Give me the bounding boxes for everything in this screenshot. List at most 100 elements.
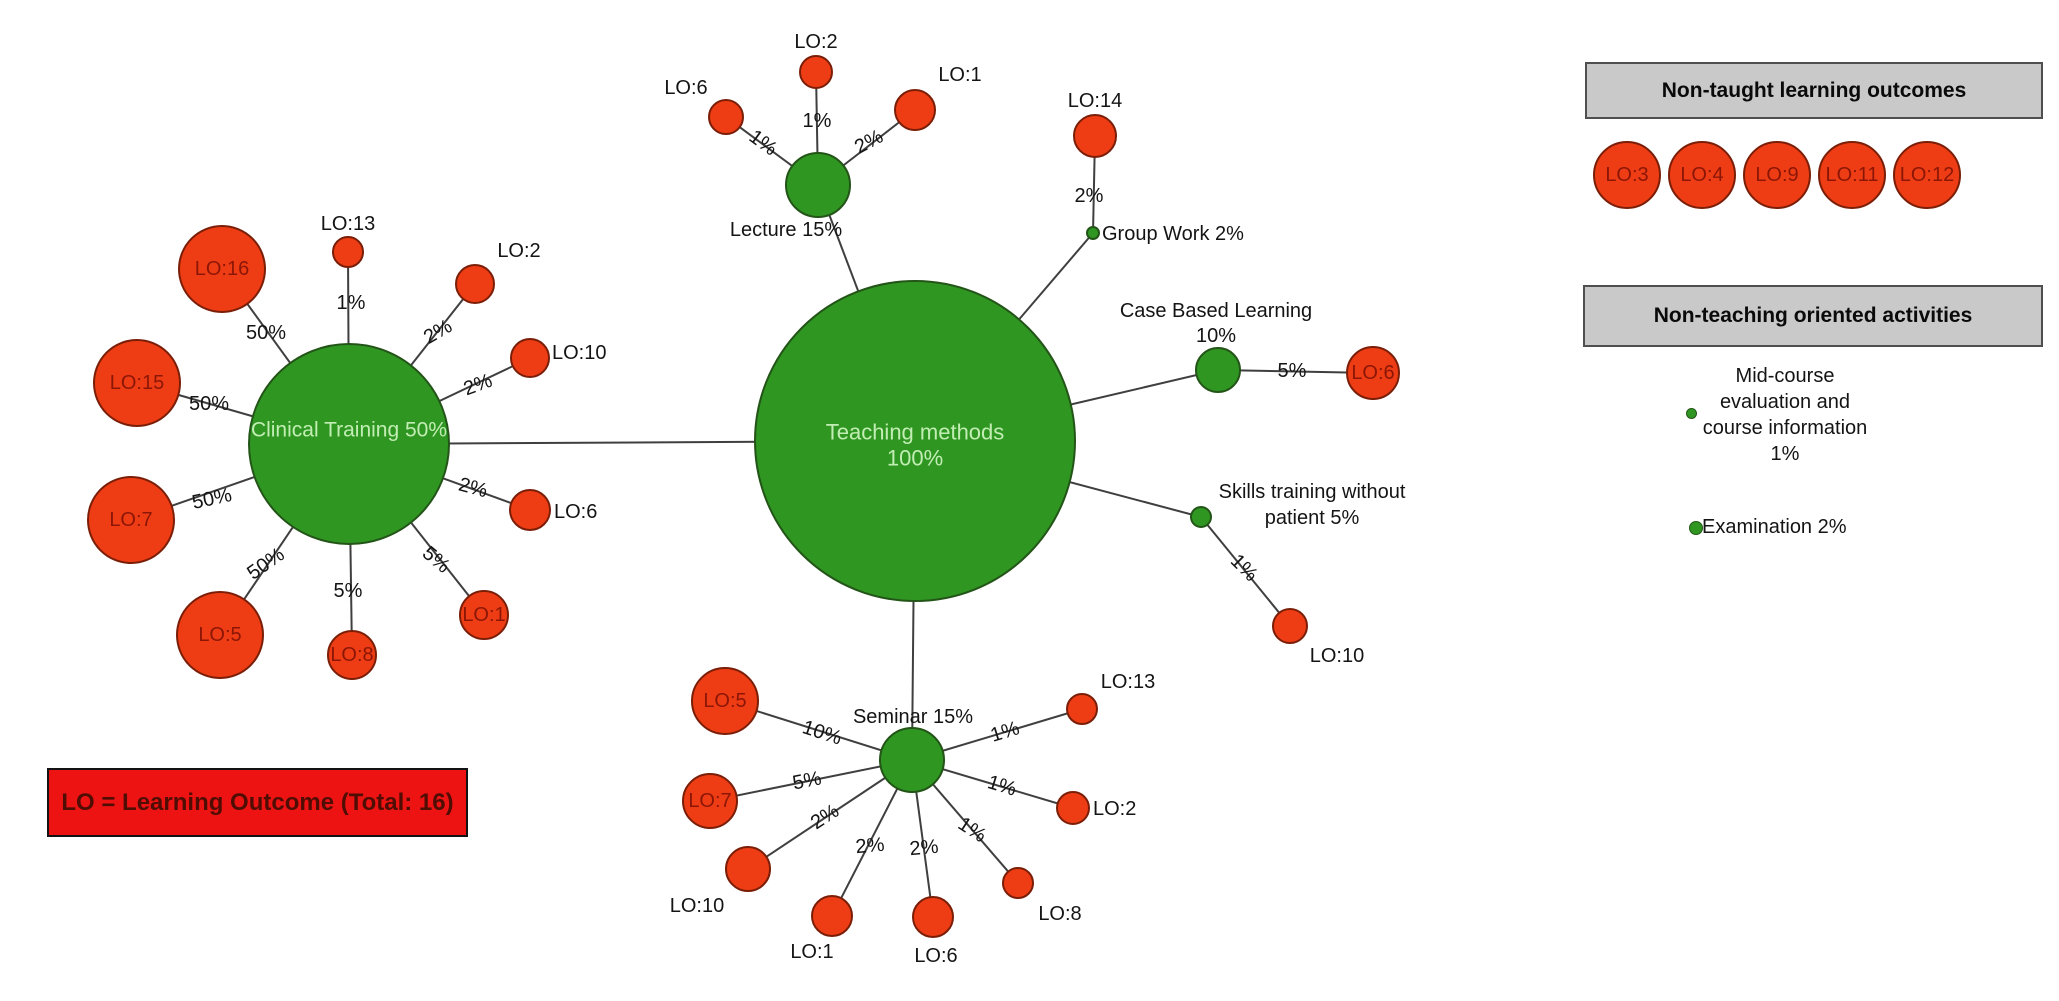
edge-seminar-lo7-seminar bbox=[709, 759, 913, 802]
legend-non-taught-box: Non-taught learning outcomes bbox=[1585, 62, 2043, 119]
node-lo5-clinical bbox=[176, 591, 264, 679]
edge-label-clinical-lo6-clinical: 2% bbox=[456, 474, 490, 503]
node-lo13-seminar bbox=[1066, 693, 1098, 725]
node-label-lo10-clinical: LO:10 bbox=[552, 342, 606, 364]
examination-activity-label: Examination 2% bbox=[1702, 516, 1847, 538]
node-label-lo13-seminar: LO:13 bbox=[1101, 671, 1155, 693]
edge-label-clinical-lo1-clinical: 5% bbox=[418, 542, 454, 578]
node-lo7-clinical bbox=[87, 476, 175, 564]
midcourse-line-3: course information bbox=[1702, 417, 1868, 439]
node-lo10-seminar bbox=[725, 846, 771, 892]
node-label-seminar: Seminar 15% bbox=[853, 706, 973, 728]
node-lo5-seminar bbox=[691, 667, 759, 735]
node-clinical bbox=[248, 343, 450, 545]
node-label-casebased: Case Based Learning bbox=[1120, 300, 1312, 322]
node-lo1-seminar bbox=[811, 895, 853, 937]
node-label-lo1-seminar: LO:1 bbox=[790, 941, 833, 963]
edge-label-clinical-lo7-clinical: 50% bbox=[190, 484, 234, 514]
node-lo15-clinical bbox=[93, 339, 181, 427]
node-teaching bbox=[754, 280, 1076, 602]
node-lo8-seminar bbox=[1002, 867, 1034, 899]
node-lo6-lecture bbox=[708, 99, 744, 135]
legend-lo-circle-3: LO:3 bbox=[1593, 141, 1661, 209]
edge-label-lecture-lo2-lecture: 1% bbox=[803, 110, 832, 132]
node-label-lo6-seminar: LO:6 bbox=[914, 945, 957, 967]
node-lo14-groupwork bbox=[1073, 114, 1117, 158]
node-skills bbox=[1190, 506, 1212, 528]
edge-label-clinical-lo10-clinical: 2% bbox=[461, 370, 496, 401]
legend-lo-circle-11: LO:11 bbox=[1818, 141, 1886, 209]
midcourse-line-4: 1% bbox=[1770, 443, 1800, 465]
node-label-lo7-clinical: LO:7 bbox=[109, 509, 152, 531]
node-label-lo1-clinical: LO:1 bbox=[462, 604, 505, 626]
node-lecture bbox=[785, 152, 851, 218]
node-label-lo14-groupwork: LO:14 bbox=[1068, 90, 1122, 112]
edge-label-clinical-lo8-clinical: 5% bbox=[334, 580, 363, 602]
node-lo2-lecture bbox=[799, 55, 833, 89]
examination-dot-icon bbox=[1689, 521, 1703, 535]
midcourse-activity-label: Mid-course evaluation and course informa… bbox=[1630, 363, 1940, 467]
node-label-lo15-clinical: LO:15 bbox=[110, 372, 164, 394]
edge-label-seminar-lo5-seminar: 10% bbox=[800, 716, 845, 749]
node-label-lo8-seminar: LO:8 bbox=[1038, 903, 1081, 925]
node-label-lo8-clinical: LO:8 bbox=[330, 644, 373, 666]
node-lo10-skills bbox=[1272, 608, 1308, 644]
edge-label-seminar-lo1-seminar: 2% bbox=[855, 834, 886, 858]
edge-label-seminar-lo13-seminar: 1% bbox=[988, 717, 1022, 747]
lo-note-text: LO = Learning Outcome (Total: 16) bbox=[61, 788, 454, 816]
node-lo13-clinical bbox=[332, 236, 364, 268]
lo-note-box: LO = Learning Outcome (Total: 16) bbox=[47, 768, 468, 837]
edge-label-clinical-lo2-clinical: 2% bbox=[420, 315, 456, 349]
node-label-lo5-clinical: LO:5 bbox=[198, 624, 241, 646]
edge-label-lecture-lo6-lecture: 1% bbox=[745, 126, 781, 161]
node-lo1-clinical bbox=[459, 590, 509, 640]
node-lo6-casebased bbox=[1346, 346, 1400, 400]
node-label-lecture: Lecture 15% bbox=[730, 219, 843, 241]
node-label-lo6-casebased: LO:6 bbox=[1351, 362, 1394, 384]
legend-non-teaching-box: Non-teaching oriented activities bbox=[1583, 285, 2043, 347]
node-label-skills: Skills training without bbox=[1219, 481, 1406, 503]
edge-label-groupwork-lo14-groupwork: 2% bbox=[1075, 185, 1104, 207]
node-casebased bbox=[1195, 347, 1241, 393]
node-label-lo6-lecture: LO:6 bbox=[664, 77, 707, 99]
legend-non-taught-title: Non-taught learning outcomes bbox=[1661, 78, 1967, 102]
node-label-lo2-seminar: LO:2 bbox=[1093, 798, 1136, 820]
node-label-groupwork: Group Work 2% bbox=[1102, 223, 1244, 245]
node-label-skills: patient 5% bbox=[1265, 507, 1360, 529]
legend-lo-circle-9: LO:9 bbox=[1743, 141, 1811, 209]
node-label-lo1-lecture: LO:1 bbox=[938, 64, 981, 86]
node-label-clinical: Clinical Training 50% bbox=[251, 419, 447, 442]
node-label-lo13-clinical: LO:13 bbox=[321, 213, 375, 235]
edge-label-lecture-lo1-lecture: 2% bbox=[851, 125, 887, 158]
node-groupwork bbox=[1086, 226, 1100, 240]
node-label-lo10-skills: LO:10 bbox=[1310, 645, 1364, 667]
node-label-teaching: Teaching methods bbox=[826, 420, 1005, 445]
node-lo1-lecture bbox=[894, 89, 936, 131]
legend-lo-circle-12: LO:12 bbox=[1893, 141, 1961, 209]
node-label-lo7-seminar: LO:7 bbox=[688, 790, 731, 812]
edge-label-clinical-lo16-clinical: 50% bbox=[246, 322, 286, 344]
node-label-lo2-clinical: LO:2 bbox=[497, 240, 540, 262]
node-label-casebased: 10% bbox=[1196, 325, 1236, 347]
node-label-teaching: 100% bbox=[887, 446, 943, 471]
node-label-lo2-lecture: LO:2 bbox=[794, 31, 837, 53]
edge-label-seminar-lo2-seminar: 1% bbox=[985, 771, 1019, 801]
node-lo2-clinical bbox=[455, 264, 495, 304]
node-label-lo5-seminar: LO:5 bbox=[703, 690, 746, 712]
node-lo8-clinical bbox=[327, 630, 377, 680]
node-label-lo10-seminar: LO:10 bbox=[670, 895, 724, 917]
node-seminar bbox=[879, 727, 945, 793]
edge-label-seminar-lo10-seminar: 2% bbox=[807, 800, 843, 834]
node-lo10-clinical bbox=[510, 338, 550, 378]
edge-skills-lo10-skills bbox=[1200, 516, 1291, 627]
node-lo6-clinical bbox=[509, 489, 551, 531]
node-lo6-seminar bbox=[912, 896, 954, 938]
edge-label-clinical-lo13-clinical: 1% bbox=[337, 292, 366, 314]
legend-non-teaching-title: Non-teaching oriented activities bbox=[1653, 304, 1973, 327]
edge-label-seminar-lo7-seminar: 5% bbox=[791, 767, 824, 794]
midcourse-dot-icon bbox=[1686, 408, 1697, 419]
node-lo7-seminar bbox=[682, 773, 738, 829]
edge-label-seminar-lo8-seminar: 1% bbox=[954, 813, 990, 847]
